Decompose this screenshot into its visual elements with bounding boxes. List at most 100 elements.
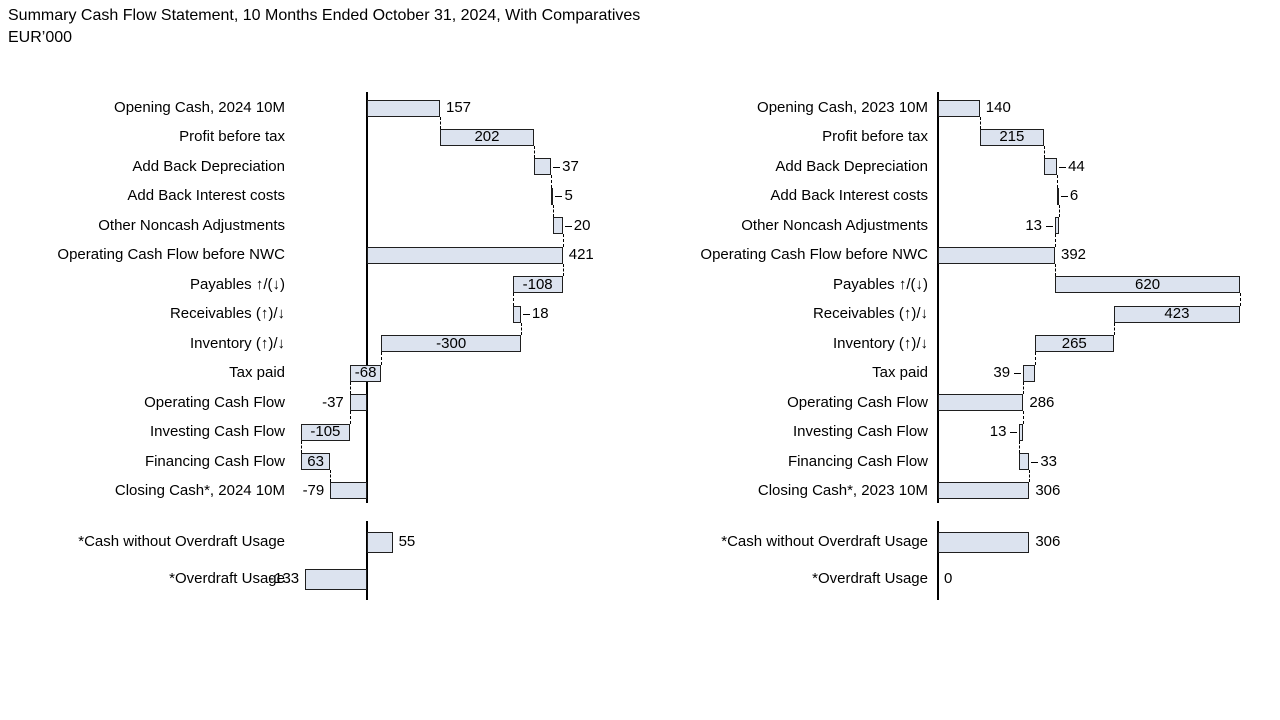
waterfall-bar xyxy=(300,423,350,441)
connector-line xyxy=(1058,204,1060,218)
footer-category-label: *Overdraft Usage xyxy=(812,570,928,587)
axis-line xyxy=(366,521,368,600)
leader-line xyxy=(1059,166,1067,168)
value-label: 5 xyxy=(564,187,573,205)
category-label: Operating Cash Flow xyxy=(144,393,285,411)
waterfall-bar xyxy=(1019,423,1024,441)
value-label: -68 xyxy=(354,364,377,382)
connector-line xyxy=(520,322,522,336)
connector-line xyxy=(979,116,981,129)
connector-line xyxy=(533,145,535,159)
waterfall-bar xyxy=(349,364,382,382)
value-label: -300 xyxy=(436,334,467,352)
footer-category-label: *Overdraft Usage xyxy=(169,570,285,587)
category-label: Investing Cash Flow xyxy=(149,423,285,441)
category-label: Profit before tax xyxy=(822,128,928,146)
category-label: Operating Cash Flow before NWC xyxy=(700,246,928,264)
connector-line xyxy=(1055,263,1056,277)
category-label: Receivables (↑)/↓ xyxy=(812,305,928,323)
waterfall-bar xyxy=(300,453,331,471)
waterfall-bar xyxy=(938,246,1055,264)
leader-line xyxy=(1010,432,1018,434)
category-label: Add Back Interest costs xyxy=(127,187,285,205)
connector-line xyxy=(512,293,514,306)
footer-bar xyxy=(367,531,393,553)
value-label: -79 xyxy=(302,481,325,499)
value-label: 423 xyxy=(1164,305,1190,323)
value-label: 286 xyxy=(1029,393,1055,411)
connector-line xyxy=(349,411,351,424)
waterfall-bar xyxy=(938,99,980,117)
value-label: 44 xyxy=(1068,157,1085,175)
category-label: Add Back Interest costs xyxy=(770,187,928,205)
value-label: 33 xyxy=(1040,452,1058,470)
waterfall-bar xyxy=(938,394,1024,412)
category-label: Add Back Depreciation xyxy=(775,157,928,175)
connector-line xyxy=(1023,381,1025,395)
value-label: 202 xyxy=(474,128,500,146)
category-label: Closing Cash*, 2023 10M xyxy=(757,481,928,499)
connector-line xyxy=(300,440,302,453)
waterfall-bar xyxy=(367,99,440,117)
footer-value-label: 0 xyxy=(944,570,953,587)
connector-line xyxy=(1057,175,1059,188)
connector-line xyxy=(562,263,564,277)
value-label: -105 xyxy=(310,423,341,441)
report-title: Summary Cash Flow Statement, 10 Months E… xyxy=(8,7,641,24)
connector-line xyxy=(330,470,332,483)
category-label: Opening Cash, 2024 10M xyxy=(114,99,285,116)
waterfall-bar xyxy=(381,335,521,353)
category-label: Payables ↑/(↓) xyxy=(189,275,285,293)
connector-line xyxy=(1240,293,1242,306)
leader-line xyxy=(553,166,561,168)
waterfall-bar xyxy=(938,482,1030,500)
connector-line xyxy=(1055,234,1056,247)
waterfall-bar xyxy=(330,482,367,500)
waterfall-bar xyxy=(1019,453,1030,471)
connector-line xyxy=(1023,411,1025,424)
value-label: 620 xyxy=(1135,275,1161,293)
category-label: Opening Cash, 2023 10M xyxy=(757,99,928,116)
leader-line xyxy=(1014,373,1022,375)
category-label: Other Noncash Adjustments xyxy=(741,216,928,234)
waterfall-bar xyxy=(551,187,554,205)
value-label: 63 xyxy=(307,452,324,470)
waterfall-bar xyxy=(1113,305,1241,323)
value-label: 157 xyxy=(446,99,472,116)
category-label: Payables ↑/(↓) xyxy=(832,275,928,293)
footer-value-label: -133 xyxy=(269,570,300,587)
connector-line xyxy=(1019,440,1021,453)
value-label: 20 xyxy=(573,216,591,234)
leader-line xyxy=(1046,225,1053,227)
report-units-label: EUR’000 xyxy=(8,29,73,46)
value-label: 306 xyxy=(1035,481,1061,499)
category-label: Add Back Depreciation xyxy=(132,157,285,175)
category-label: Inventory (↑)/↓ xyxy=(832,334,928,352)
leader-line xyxy=(1060,196,1068,198)
connector-line xyxy=(562,234,564,247)
footer-category-label: *Cash without Overdraft Usage xyxy=(721,533,928,550)
category-label: Financing Cash Flow xyxy=(144,452,285,470)
connector-line xyxy=(553,204,555,218)
connector-line xyxy=(381,352,383,365)
value-label: -108 xyxy=(522,275,553,293)
connector-line xyxy=(1113,322,1115,336)
waterfall-bar xyxy=(1034,335,1114,353)
value-label: 6 xyxy=(1069,187,1079,205)
value-label: 392 xyxy=(1061,246,1087,264)
waterfall-bar xyxy=(1043,158,1058,176)
value-label: 13 xyxy=(1025,216,1042,234)
value-label: 13 xyxy=(989,423,1007,441)
category-label: Tax paid xyxy=(872,364,928,382)
axis-line xyxy=(366,92,368,503)
value-label: 421 xyxy=(568,246,594,264)
value-label: 39 xyxy=(993,364,1011,382)
category-label: Operating Cash Flow xyxy=(787,393,928,411)
footer-bar xyxy=(938,531,1030,553)
value-label: 37 xyxy=(562,157,579,175)
footer-value-label: 55 xyxy=(398,533,416,550)
category-label: Profit before tax xyxy=(179,128,285,146)
